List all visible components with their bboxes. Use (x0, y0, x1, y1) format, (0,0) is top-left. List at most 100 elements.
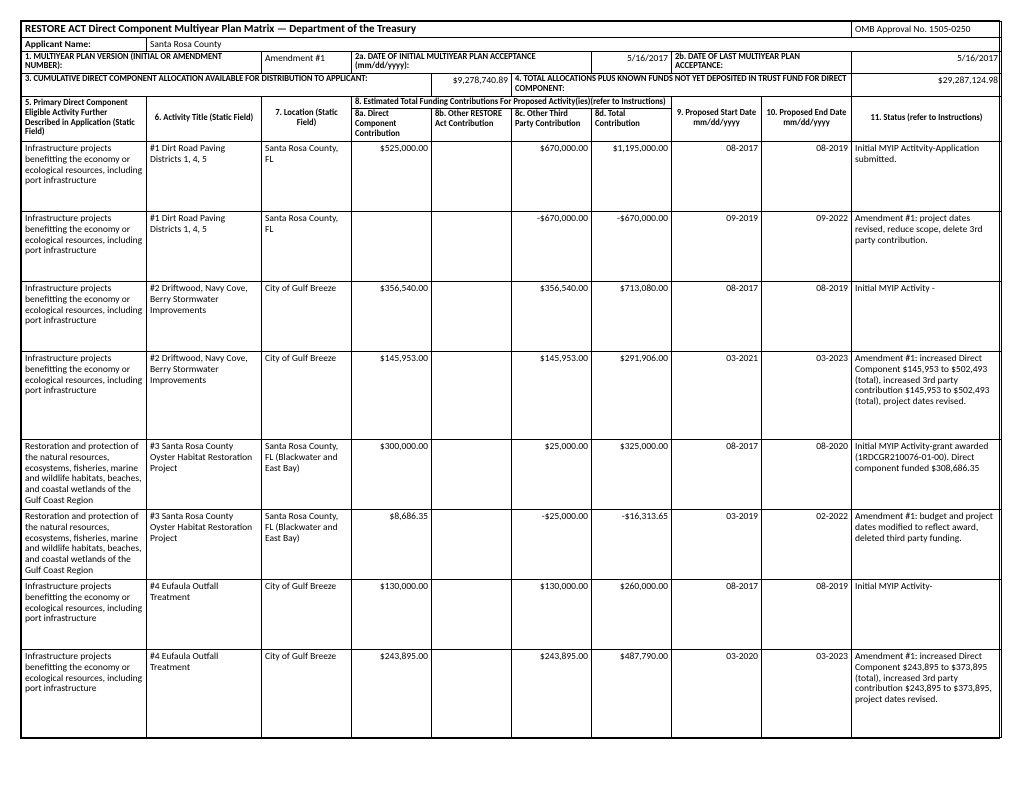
col8d-header: 8d. Total Contribution (592, 109, 672, 141)
cumulative-allocation-value: $9,278,740.89 (432, 74, 512, 97)
cell-activity: Restoration and protection of the natura… (22, 509, 147, 579)
cell-start: 09-2019 (672, 211, 762, 281)
cell-8b (432, 439, 512, 509)
matrix-table: RESTORE ACT Direct Component Multiyear P… (21, 21, 1002, 738)
cell-activity: Infrastructure projects benefitting the … (22, 141, 147, 211)
cell-title: #2 Driftwood, Navy Cove, Berry Stormwate… (147, 281, 262, 351)
cell-start: 03-2019 (672, 509, 762, 579)
cell-status: Amendment #1: increased Direct Component… (852, 649, 1002, 737)
initial-acceptance-label: 2a. DATE OF INITIAL MULTIYEAR PLAN ACCEP… (352, 51, 592, 74)
cell-activity: Infrastructure projects benefitting the … (22, 211, 147, 281)
col5-header: 5. Primary Direct Component Eligible Act… (22, 96, 147, 141)
cell-start: 03-2020 (672, 649, 762, 737)
cell-activity: Infrastructure projects benefitting the … (22, 649, 147, 737)
cell-8a: $356,540.00 (352, 281, 432, 351)
table-row: Restoration and protection of the natura… (22, 439, 1002, 509)
cell-8c: $145,953.00 (512, 351, 592, 439)
cell-location: City of Gulf Breeze (262, 281, 352, 351)
cell-title: #3 Santa Rosa County Oyster Habitat Rest… (147, 439, 262, 509)
col8c-header: 8c. Other Third Party Contribution (512, 109, 592, 141)
cell-activity: Infrastructure projects benefitting the … (22, 579, 147, 649)
omb-approval: OMB Approval No. 1505-0250 (852, 22, 1002, 38)
col10-header: 10. Proposed End Date mm/dd/yyyy (762, 96, 852, 141)
cell-end: 03-2023 (762, 649, 852, 737)
cell-8d: $325,000.00 (592, 439, 672, 509)
cell-8d: $260,000.00 (592, 579, 672, 649)
cell-location: Santa Rosa County, FL (262, 141, 352, 211)
col11-header: 11. Status (refer to Instructions) (852, 96, 1002, 141)
cell-8c: $130,000.00 (512, 579, 592, 649)
cell-location: City of Gulf Breeze (262, 351, 352, 439)
cell-8a (352, 211, 432, 281)
cell-location: Santa Rosa County, FL (Blackwater and Ea… (262, 509, 352, 579)
cell-end: 08-2019 (762, 579, 852, 649)
col8a-header: 8a. Direct Component Contribution (352, 109, 432, 141)
cell-8b (432, 351, 512, 439)
cell-status: Initial MYIP Activity - (852, 281, 1002, 351)
table-row: Infrastructure projects benefitting the … (22, 281, 1002, 351)
cell-status: Initial MYIP Activity- (852, 579, 1002, 649)
cell-8c: $670,000.00 (512, 141, 592, 211)
cell-status: Amendment #1: increased Direct Component… (852, 351, 1002, 439)
cell-8b (432, 211, 512, 281)
cell-start: 08-2017 (672, 579, 762, 649)
cell-start: 08-2017 (672, 141, 762, 211)
cell-title: #3 Santa Rosa County Oyster Habitat Rest… (147, 509, 262, 579)
cell-status: Initial MYIP Activity-grant awarded (1RD… (852, 439, 1002, 509)
plan-version-value: Amendment #1 (262, 51, 352, 74)
table-row: Infrastructure projects benefitting the … (22, 141, 1002, 211)
cell-8d: $1,195,000.00 (592, 141, 672, 211)
cell-8c: $356,540.00 (512, 281, 592, 351)
last-acceptance-value: 5/16/2017 (852, 51, 1002, 74)
cell-end: 08-2019 (762, 141, 852, 211)
cell-status: Initial MYIP Actitvity-Application submi… (852, 141, 1002, 211)
col9-header: 9. Proposed Start Date mm/dd/yyyy (672, 96, 762, 141)
cell-8d: $713,080.00 (592, 281, 672, 351)
cell-8c: $243,895.00 (512, 649, 592, 737)
cell-8d: $487,790.00 (592, 649, 672, 737)
col8-header: 8. Estimated Total Funding Contributions… (352, 96, 672, 109)
cell-8b (432, 649, 512, 737)
col7-header: 7. Location (Static Field) (262, 96, 352, 141)
table-row: Infrastructure projects benefitting the … (22, 211, 1002, 281)
cell-end: 09-2022 (762, 211, 852, 281)
cell-8d: -$670,000.00 (592, 211, 672, 281)
cell-start: 03-2021 (672, 351, 762, 439)
cumulative-allocation-label: 3. CUMULATIVE DIRECT COMPONENT ALLOCATIO… (22, 74, 432, 97)
cell-8b (432, 281, 512, 351)
cell-activity: Infrastructure projects benefitting the … (22, 281, 147, 351)
applicant-label: Applicant Name: (22, 37, 147, 51)
cell-status: Amendment #1: project dates revised, red… (852, 211, 1002, 281)
cell-8d: $291,906.00 (592, 351, 672, 439)
cell-8b (432, 509, 512, 579)
cell-8b (432, 579, 512, 649)
cell-8a: $243,895.00 (352, 649, 432, 737)
cell-activity: Restoration and protection of the natura… (22, 439, 147, 509)
cell-8d: -$16,313.65 (592, 509, 672, 579)
cell-title: #1 Dirt Road Paving Districts 1, 4, 5 (147, 141, 262, 211)
initial-acceptance-value: 5/16/2017 (592, 51, 672, 74)
plan-version-label: 1. MULTIYEAR PLAN VERSION (INITIAL OR AM… (22, 51, 262, 74)
cell-8a: $130,000.00 (352, 579, 432, 649)
cell-title: #4 Eufaula Outfall Treatment (147, 649, 262, 737)
cell-location: Santa Rosa County, FL (262, 211, 352, 281)
table-row: Infrastructure projects benefitting the … (22, 649, 1002, 737)
cell-8a: $525,000.00 (352, 141, 432, 211)
cell-location: Santa Rosa County, FL (Blackwater and Ea… (262, 439, 352, 509)
cell-start: 08-2017 (672, 281, 762, 351)
document-title: RESTORE ACT Direct Component Multiyear P… (22, 22, 852, 38)
cell-8c: -$670,000.00 (512, 211, 592, 281)
cell-8c: $25,000.00 (512, 439, 592, 509)
col8b-header: 8b. Other RESTORE Act Contribution (432, 109, 512, 141)
total-allocations-value: $29,287,124.98 (852, 74, 1002, 97)
cell-8a: $145,953.00 (352, 351, 432, 439)
table-row: Restoration and protection of the natura… (22, 509, 1002, 579)
table-row: Infrastructure projects benefitting the … (22, 351, 1002, 439)
cell-8b (432, 141, 512, 211)
total-allocations-label: 4. TOTAL ALLOCATIONS PLUS KNOWN FUNDS NO… (512, 74, 852, 97)
cell-title: #2 Driftwood, Navy Cove, Berry Stormwate… (147, 351, 262, 439)
cell-8a: $8,686.35 (352, 509, 432, 579)
cell-end: 02-2022 (762, 509, 852, 579)
last-acceptance-label: 2b. DATE OF LAST MULTIYEAR PLAN ACCEPTAN… (672, 51, 852, 74)
cell-end: 08-2020 (762, 439, 852, 509)
